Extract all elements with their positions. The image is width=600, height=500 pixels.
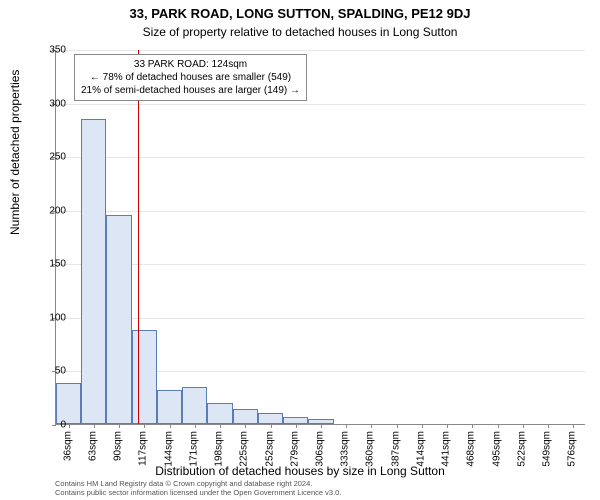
xtick-label: 549sqm xyxy=(542,431,553,467)
histogram-bar xyxy=(283,417,308,425)
gridline xyxy=(56,50,585,51)
chart-area: 33 PARK ROAD: 124sqm← 78% of detached ho… xyxy=(55,50,585,425)
ytick-label: 250 xyxy=(36,152,66,163)
histogram-bar xyxy=(56,383,81,424)
histogram-bar xyxy=(182,387,207,425)
xtick-mark xyxy=(144,424,145,428)
xtick-label: 360sqm xyxy=(365,431,376,467)
gridline xyxy=(56,264,585,265)
xtick-label: 441sqm xyxy=(441,431,452,467)
page-title-2: Size of property relative to detached ho… xyxy=(0,21,600,39)
gridline xyxy=(56,157,585,158)
xtick-mark xyxy=(245,424,246,428)
plot-region: 33 PARK ROAD: 124sqm← 78% of detached ho… xyxy=(55,50,585,425)
xtick-mark xyxy=(170,424,171,428)
ytick-label: 350 xyxy=(36,45,66,56)
xtick-label: 522sqm xyxy=(516,431,527,467)
xtick-mark xyxy=(447,424,448,428)
page-title-1: 33, PARK ROAD, LONG SUTTON, SPALDING, PE… xyxy=(0,0,600,21)
xtick-label: 90sqm xyxy=(113,431,124,461)
xtick-label: 387sqm xyxy=(390,431,401,467)
xtick-label: 333sqm xyxy=(340,431,351,467)
gridline xyxy=(56,211,585,212)
gridline xyxy=(56,318,585,319)
xtick-label: 414sqm xyxy=(415,431,426,467)
annotation-line-3: 21% of semi-detached houses are larger (… xyxy=(81,84,300,97)
xtick-label: 252sqm xyxy=(264,431,275,467)
xtick-mark xyxy=(472,424,473,428)
xtick-label: 117sqm xyxy=(138,431,149,466)
annotation-line-2: ← 78% of detached houses are smaller (54… xyxy=(81,71,300,84)
xtick-label: 225sqm xyxy=(239,431,250,467)
footer-line-2: Contains public sector information licen… xyxy=(55,489,585,498)
xtick-mark xyxy=(371,424,372,428)
xtick-mark xyxy=(422,424,423,428)
xtick-mark xyxy=(397,424,398,428)
annotation-box: 33 PARK ROAD: 124sqm← 78% of detached ho… xyxy=(74,54,307,101)
histogram-bar xyxy=(157,390,182,424)
xtick-label: 171sqm xyxy=(188,431,199,467)
xtick-label: 36sqm xyxy=(62,431,73,461)
xtick-mark xyxy=(321,424,322,428)
xtick-mark xyxy=(220,424,221,428)
xtick-label: 198sqm xyxy=(214,431,225,467)
xtick-mark xyxy=(498,424,499,428)
xtick-mark xyxy=(573,424,574,428)
xtick-label: 279sqm xyxy=(289,431,300,467)
xtick-mark xyxy=(94,424,95,428)
xtick-label: 495sqm xyxy=(491,431,502,467)
xtick-mark xyxy=(271,424,272,428)
histogram-bar xyxy=(106,215,131,424)
histogram-bar xyxy=(207,403,232,424)
histogram-bar xyxy=(258,413,283,424)
xtick-mark xyxy=(548,424,549,428)
chart-container: 33, PARK ROAD, LONG SUTTON, SPALDING, PE… xyxy=(0,0,600,500)
annotation-line-1: 33 PARK ROAD: 124sqm xyxy=(81,58,300,71)
xtick-mark xyxy=(119,424,120,428)
ytick-label: 100 xyxy=(36,312,66,323)
histogram-bar xyxy=(233,409,258,424)
footer-attribution: Contains HM Land Registry data © Crown c… xyxy=(55,480,585,497)
xtick-mark xyxy=(346,424,347,428)
xtick-mark xyxy=(296,424,297,428)
xtick-label: 576sqm xyxy=(567,431,578,467)
histogram-bar xyxy=(132,330,157,424)
ytick-label: 0 xyxy=(36,420,66,431)
xtick-label: 63sqm xyxy=(87,431,98,461)
xtick-mark xyxy=(69,424,70,428)
gridline xyxy=(56,104,585,105)
xtick-label: 144sqm xyxy=(163,431,174,467)
y-axis-label: Number of detached properties xyxy=(8,70,22,235)
xtick-label: 306sqm xyxy=(315,431,326,467)
ytick-label: 200 xyxy=(36,205,66,216)
xtick-mark xyxy=(523,424,524,428)
ytick-label: 50 xyxy=(36,366,66,377)
marker-line xyxy=(138,50,139,424)
ytick-label: 150 xyxy=(36,259,66,270)
histogram-bar xyxy=(81,119,106,424)
xtick-mark xyxy=(195,424,196,428)
xtick-label: 468sqm xyxy=(466,431,477,467)
ytick-label: 300 xyxy=(36,98,66,109)
